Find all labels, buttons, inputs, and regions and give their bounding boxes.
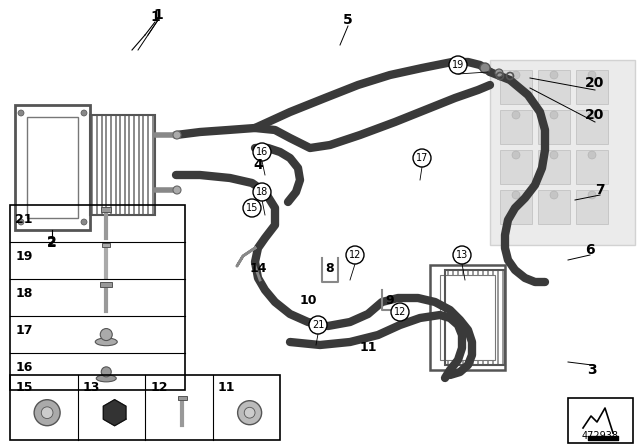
Circle shape — [173, 131, 181, 139]
Text: 17: 17 — [416, 153, 428, 163]
Bar — [500, 110, 532, 144]
Circle shape — [512, 111, 520, 119]
Bar — [440, 275, 495, 360]
Text: 11: 11 — [218, 380, 236, 393]
Circle shape — [588, 71, 596, 79]
Text: 21: 21 — [15, 212, 33, 225]
Text: 11: 11 — [359, 340, 377, 353]
Text: 3: 3 — [587, 363, 597, 377]
Bar — [576, 110, 608, 144]
Bar — [490, 60, 635, 245]
Bar — [568, 398, 633, 443]
Bar — [101, 207, 111, 212]
Bar — [538, 110, 570, 144]
Circle shape — [449, 56, 467, 74]
Circle shape — [512, 151, 520, 159]
Circle shape — [244, 407, 255, 418]
Text: 10: 10 — [300, 293, 317, 306]
Bar — [430, 265, 505, 370]
Bar — [178, 396, 187, 400]
Bar — [500, 70, 532, 104]
Text: 17: 17 — [15, 323, 33, 336]
Bar — [15, 105, 90, 230]
Circle shape — [453, 246, 471, 264]
Circle shape — [243, 199, 261, 217]
Text: 1: 1 — [153, 8, 163, 22]
Circle shape — [253, 183, 271, 201]
Circle shape — [588, 191, 596, 199]
Circle shape — [512, 191, 520, 199]
Text: 20: 20 — [586, 108, 605, 122]
Text: 2: 2 — [47, 235, 57, 249]
Text: 15: 15 — [246, 203, 258, 213]
Circle shape — [588, 111, 596, 119]
Circle shape — [309, 316, 327, 334]
Circle shape — [18, 219, 24, 225]
Text: 20: 20 — [586, 76, 605, 90]
Circle shape — [34, 400, 60, 426]
Bar — [100, 282, 112, 287]
Circle shape — [550, 191, 558, 199]
Circle shape — [237, 401, 262, 425]
Circle shape — [101, 367, 111, 377]
Bar — [538, 150, 570, 184]
Circle shape — [81, 110, 87, 116]
Circle shape — [253, 143, 271, 161]
Bar — [90, 115, 155, 215]
Bar — [576, 70, 608, 104]
Text: 18: 18 — [256, 187, 268, 197]
Text: 9: 9 — [386, 293, 394, 306]
Circle shape — [550, 111, 558, 119]
Text: 6: 6 — [585, 243, 595, 257]
Text: 14: 14 — [249, 262, 267, 275]
Text: 16: 16 — [256, 147, 268, 157]
Circle shape — [391, 303, 409, 321]
Bar — [500, 150, 532, 184]
Bar — [102, 243, 110, 247]
Text: 7: 7 — [595, 183, 605, 197]
Circle shape — [413, 149, 431, 167]
Text: 8: 8 — [326, 262, 334, 275]
Circle shape — [550, 71, 558, 79]
Circle shape — [41, 407, 53, 418]
Circle shape — [480, 63, 490, 73]
Circle shape — [346, 246, 364, 264]
Bar — [445, 270, 505, 365]
Bar — [10, 375, 280, 440]
Bar — [500, 190, 532, 224]
Text: 4: 4 — [253, 158, 263, 172]
Ellipse shape — [96, 375, 116, 382]
Text: 2: 2 — [47, 236, 57, 250]
Text: 19: 19 — [15, 250, 33, 263]
Text: 12: 12 — [349, 250, 361, 260]
Text: 5: 5 — [343, 13, 353, 27]
Text: 21: 21 — [312, 320, 324, 330]
Circle shape — [550, 151, 558, 159]
Text: 19: 19 — [452, 60, 464, 70]
Bar — [538, 70, 570, 104]
Bar — [538, 190, 570, 224]
Text: 12: 12 — [150, 380, 168, 393]
Bar — [10, 205, 185, 390]
Text: 13: 13 — [456, 250, 468, 260]
Text: 472938: 472938 — [582, 431, 619, 441]
Text: 13: 13 — [83, 380, 100, 393]
Circle shape — [81, 219, 87, 225]
Circle shape — [100, 328, 112, 340]
Bar — [27, 117, 78, 218]
Text: 18: 18 — [15, 287, 33, 300]
Text: 15: 15 — [15, 380, 33, 393]
Text: 1: 1 — [150, 10, 160, 24]
Ellipse shape — [95, 338, 117, 346]
Bar — [576, 150, 608, 184]
Bar — [576, 190, 608, 224]
Circle shape — [173, 186, 181, 194]
Circle shape — [495, 69, 503, 77]
Circle shape — [18, 110, 24, 116]
Text: 16: 16 — [15, 361, 33, 374]
Polygon shape — [104, 400, 126, 426]
Text: 12: 12 — [394, 307, 406, 317]
Circle shape — [512, 71, 520, 79]
Circle shape — [588, 151, 596, 159]
